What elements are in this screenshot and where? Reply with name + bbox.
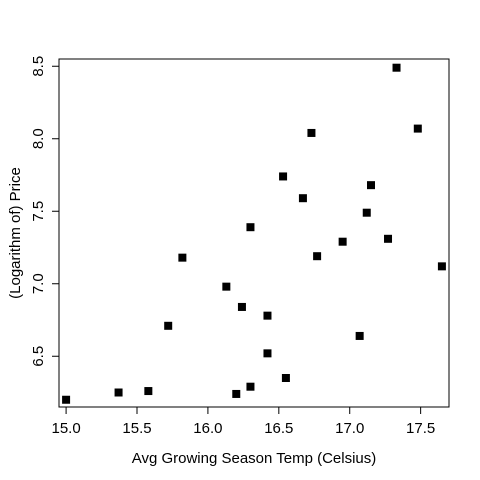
data-point: [355, 331, 364, 340]
data-point: [338, 237, 347, 246]
data-point: [237, 302, 246, 311]
data-point: [362, 208, 371, 217]
y-tick-label: 6.5: [30, 346, 47, 367]
y-axis: 6.5 7.0 7.5 8.0 8.5: [30, 56, 59, 367]
data-point: [144, 387, 153, 396]
x-axis: 15.0 15.5 16.0 16.5 17.0 17.5: [51, 407, 435, 437]
data-point: [392, 63, 401, 72]
data-point: [279, 172, 288, 181]
plot-frame: [58, 58, 450, 408]
y-tick-label: 7.5: [30, 201, 47, 222]
data-point: [367, 181, 375, 190]
data-point: [413, 124, 422, 133]
data-point: [281, 374, 290, 382]
x-tick-label: 16.0: [193, 420, 222, 437]
data-point: [313, 252, 322, 261]
data-point: [62, 395, 71, 404]
x-axis-title: Avg Growing Season Temp (Celsius): [132, 450, 377, 467]
data-point: [222, 282, 231, 291]
x-tick-label: 15.0: [51, 420, 80, 437]
data-point: [384, 234, 393, 243]
data-point: [298, 194, 307, 203]
data-point: [114, 388, 123, 397]
x-tick-label: 17.0: [335, 420, 364, 437]
data-point: [178, 253, 187, 262]
data-point: [437, 262, 446, 271]
data-point: [246, 382, 255, 391]
data-points: [62, 63, 446, 404]
data-point: [263, 311, 272, 320]
y-tick-label: 7.0: [30, 273, 47, 294]
y-tick-label: 8.5: [30, 56, 47, 77]
x-tick-label: 17.5: [406, 420, 435, 437]
y-axis-title: (Logarithm of) Price: [7, 167, 24, 299]
x-tick-label: 15.5: [122, 420, 151, 437]
data-point: [263, 349, 272, 358]
data-point: [164, 321, 173, 330]
x-tick-label: 16.5: [264, 420, 293, 437]
y-tick-label: 8.0: [30, 128, 47, 149]
data-point: [232, 389, 241, 398]
data-point: [246, 223, 255, 232]
data-point: [307, 128, 316, 137]
